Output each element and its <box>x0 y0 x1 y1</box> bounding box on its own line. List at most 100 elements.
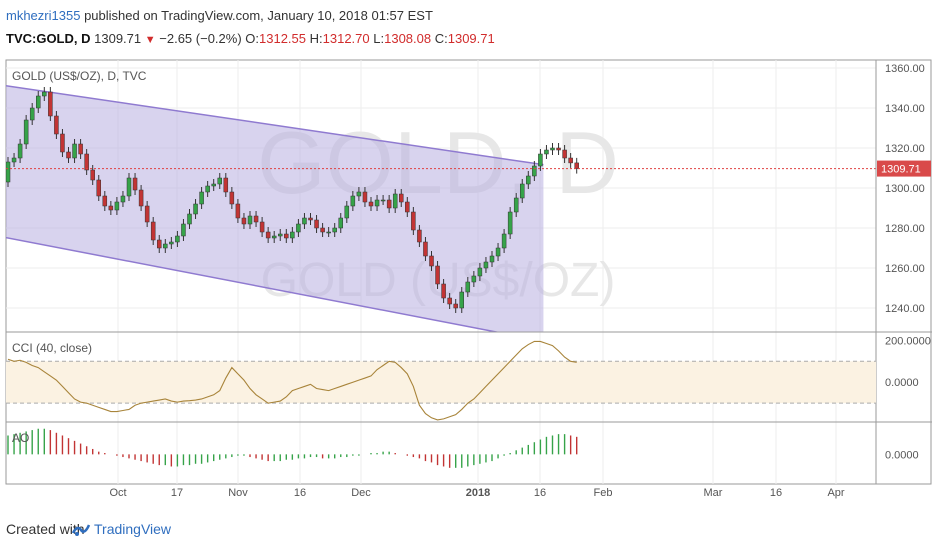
candle-body <box>507 211 513 235</box>
candle-body <box>296 223 301 233</box>
candle-body <box>211 183 216 187</box>
tradingview-logo-icon <box>71 524 91 536</box>
candle-body <box>417 229 422 243</box>
x-tick-label: 16 <box>770 487 782 499</box>
candle-body <box>23 119 29 145</box>
candle-body <box>562 149 567 159</box>
candle-body <box>229 191 235 205</box>
x-tick-label: Mar <box>704 487 723 499</box>
candle-body <box>181 223 186 237</box>
candle-body <box>447 297 452 305</box>
candle-body <box>477 267 483 277</box>
candle-body <box>150 221 156 241</box>
candle-body <box>538 153 543 167</box>
price-pane <box>6 84 579 332</box>
candle-body <box>483 261 489 269</box>
cci-tick-label: 0.0000 <box>885 377 919 389</box>
chart-header: mkhezri1355 published on TradingView.com… <box>0 0 932 56</box>
candle-body <box>495 247 501 257</box>
candle-body <box>72 143 77 159</box>
candle-body <box>513 197 519 213</box>
candle-body <box>453 303 458 309</box>
candle-body <box>126 177 132 197</box>
candle-body <box>169 241 174 245</box>
candle-body <box>308 217 313 221</box>
candle-body <box>199 191 204 205</box>
candle-body <box>54 115 59 135</box>
candle-body <box>114 201 120 211</box>
candle-body <box>138 189 144 207</box>
candle-body <box>399 193 404 203</box>
candle-body <box>350 195 356 207</box>
candle-body <box>411 211 416 231</box>
candle-body <box>241 217 247 225</box>
x-tick-label: 2018 <box>466 487 490 499</box>
candle-body <box>175 235 180 243</box>
candle-body <box>332 227 337 233</box>
candle-body <box>102 195 108 207</box>
candle-body <box>235 203 241 219</box>
candle-body <box>405 201 410 213</box>
candle-body <box>120 195 126 203</box>
candle-body <box>132 177 138 191</box>
candle-body <box>556 147 561 151</box>
candle-body <box>471 275 477 283</box>
channel-upper-line <box>6 84 544 166</box>
candle-body <box>271 235 277 239</box>
candle-body <box>66 151 71 159</box>
candle-body <box>36 95 41 109</box>
x-tick-label: 16 <box>294 487 306 499</box>
last-price-tag-label: 1309.71 <box>881 164 921 176</box>
price-pane-title: GOLD (US$/OZ), D, TVC <box>12 69 147 83</box>
candle-body <box>90 169 95 181</box>
x-tick-label: 16 <box>534 487 546 499</box>
candle-body <box>78 143 83 155</box>
ao-pane-title: AO <box>12 431 29 445</box>
candle-body <box>429 255 434 267</box>
candle-body <box>157 239 162 249</box>
candle-body <box>314 219 319 229</box>
price-tick-label: 1320.00 <box>885 143 925 155</box>
candle-body <box>96 179 101 197</box>
author-link[interactable]: mkhezri1355 <box>6 8 81 23</box>
price-tick-label: 1240.00 <box>885 303 925 315</box>
candle-body <box>217 177 222 185</box>
ao-pane <box>7 428 578 468</box>
channel-lower-line <box>6 236 501 332</box>
candle-body <box>259 221 265 233</box>
price-tick-label: 1360.00 <box>885 63 925 75</box>
candle-body <box>362 191 368 203</box>
candle-body <box>265 231 271 239</box>
candle-body <box>326 231 331 234</box>
tradingview-brand-link[interactable]: TradingView <box>94 521 172 537</box>
candle-body <box>356 191 362 197</box>
candle-body <box>532 165 537 177</box>
high-value: 1312.70 <box>322 31 370 46</box>
candle-body <box>290 231 295 239</box>
symbol-label: TVC:GOLD, D <box>6 31 91 46</box>
candle-body <box>441 283 446 299</box>
price-tick-label: 1260.00 <box>885 263 925 275</box>
ao-tick-label: 0.0000 <box>885 449 919 461</box>
candle-body <box>205 185 210 193</box>
chart-canvas[interactable]: Oct 17 Nov 16 Dec 2018 16 Feb Mar 16 Apr 1360.00 134… <box>0 56 932 512</box>
candle-body <box>253 215 259 223</box>
cci-line <box>7 340 577 421</box>
price-tick-label: 1280.00 <box>885 223 925 235</box>
candle-body <box>6 161 11 183</box>
candle-body <box>344 205 350 219</box>
open-value: 1312.55 <box>259 31 307 46</box>
x-tick-label: Apr <box>827 487 844 499</box>
candle-body <box>435 265 440 285</box>
channel-fill <box>6 85 544 332</box>
low-value: 1308.08 <box>384 31 432 46</box>
x-tick-label: 17 <box>171 487 183 499</box>
cci-pane-title: CCI (40, close) <box>12 341 92 355</box>
candle-body <box>520 183 525 199</box>
cci-pane <box>6 340 876 421</box>
open-label: O: <box>245 31 260 46</box>
candle-body <box>544 149 549 155</box>
candle-body <box>48 91 53 117</box>
candle-body <box>29 107 35 121</box>
candle-body <box>550 147 555 151</box>
